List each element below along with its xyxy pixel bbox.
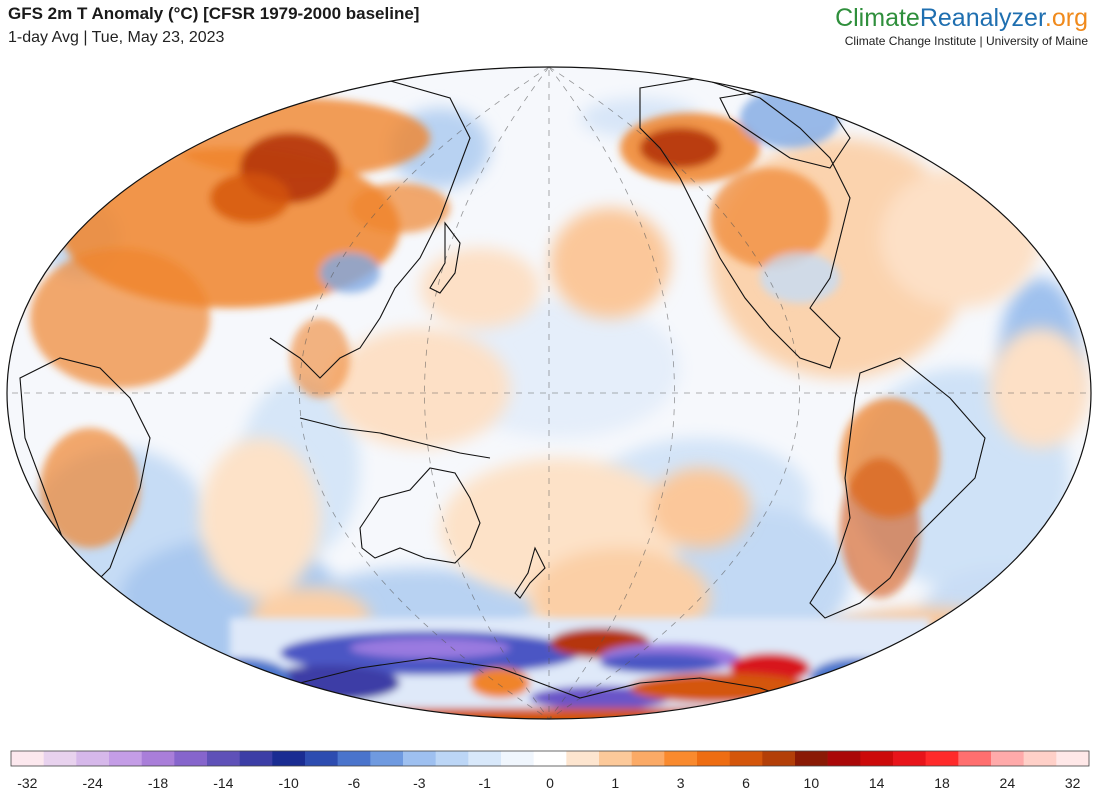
coast-new-zealand xyxy=(514,546,546,599)
colorbar-label: -1 xyxy=(478,775,491,791)
colorbar: -32 -24 -18 -14 -10 -6 -3 -1 0 1 3 6 10 14 18 24 32 xyxy=(10,750,1090,791)
colorbar-swatch xyxy=(11,751,44,766)
colorbar-swatches xyxy=(10,750,1090,767)
coast-asia-east xyxy=(269,77,471,379)
colorbar-swatch xyxy=(141,751,175,766)
colorbar-swatch xyxy=(795,751,828,766)
brand-name-part2: Reanalyzer xyxy=(919,4,1045,32)
colorbar-swatch xyxy=(566,751,600,766)
colorbar-swatch xyxy=(631,751,665,766)
colorbar-swatch xyxy=(925,751,959,766)
coast-africa xyxy=(19,357,151,589)
colorbar-label: 0 xyxy=(546,775,554,791)
colorbar-label: 18 xyxy=(934,775,950,791)
coast-indonesia xyxy=(299,417,491,459)
colorbar-swatch xyxy=(697,751,730,766)
map-title: GFS 2m T Anomaly (°C) [CFSR 1979-2000 ba… xyxy=(8,4,420,23)
coast-japan xyxy=(429,221,461,294)
colorbar-label: 24 xyxy=(1000,775,1016,791)
antarctic-anomalies xyxy=(190,618,930,719)
colorbar-swatch xyxy=(272,751,306,766)
world-anomaly-map xyxy=(6,66,1092,720)
colorbar-swatch xyxy=(1023,751,1057,766)
colorbar-swatch xyxy=(435,751,469,766)
colorbar-label: 14 xyxy=(869,775,885,791)
colorbar-swatch xyxy=(207,751,240,766)
colorbar-swatch xyxy=(76,751,110,766)
colorbar-label: 32 xyxy=(1065,775,1081,791)
colorbar-label: -14 xyxy=(213,775,233,791)
colorbar-swatch xyxy=(827,751,861,766)
meridian-e2 xyxy=(548,67,800,719)
brand-logo[interactable]: ClimateReanalyzer.org Climate Change Ins… xyxy=(835,4,1088,48)
colorbar-swatch xyxy=(958,751,992,766)
colorbar-label: -24 xyxy=(83,775,103,791)
brand-name-part3: .org xyxy=(1044,4,1088,32)
coast-north-america xyxy=(639,77,851,369)
brand-name-part1: Climate xyxy=(835,4,920,32)
colorbar-label: 3 xyxy=(677,775,685,791)
colorbar-swatch xyxy=(893,751,926,766)
coast-south-america xyxy=(809,357,986,619)
colorbar-swatch xyxy=(239,751,273,766)
colorbar-label: 1 xyxy=(611,775,619,791)
colorbar-label: -3 xyxy=(413,775,426,791)
meridian-w1 xyxy=(424,67,550,719)
colorbar-swatch xyxy=(174,751,208,766)
colorbar-swatch xyxy=(729,751,763,766)
colorbar-swatch xyxy=(337,751,371,766)
colorbar-swatch xyxy=(109,751,142,766)
colorbar-label: 10 xyxy=(804,775,820,791)
brand-subtitle: Climate Change Institute | University of… xyxy=(844,34,1088,48)
meridian-e1 xyxy=(548,67,675,719)
graticule xyxy=(7,67,1091,719)
coast-australia xyxy=(359,467,481,564)
colorbar-swatch xyxy=(1056,751,1090,766)
colorbar-border xyxy=(10,750,1090,767)
colorbar-swatch xyxy=(501,751,534,766)
brand-name: ClimateReanalyzer.org xyxy=(835,4,1088,32)
eurasia-warm xyxy=(30,98,450,548)
globe-outline xyxy=(6,66,1092,720)
colorbar-swatch xyxy=(43,751,77,766)
colorbar-swatch xyxy=(991,751,1024,766)
meridian-w2 xyxy=(299,67,550,719)
colorbar-swatch xyxy=(664,751,698,766)
colorbar-swatch xyxy=(599,751,632,766)
colorbar-swatch xyxy=(468,751,502,766)
colorbar-swatch xyxy=(762,751,796,766)
colorbar-labels: -32 -24 -18 -14 -10 -6 -3 -1 0 1 3 6 10 14 18 24 32 xyxy=(17,775,1080,791)
coastlines xyxy=(19,77,986,709)
colorbar-swatch xyxy=(860,751,894,766)
colorbar-label: -18 xyxy=(148,775,168,791)
anomaly-field xyxy=(7,67,1091,719)
colorbar-swatch xyxy=(403,751,436,766)
colorbar-label: 6 xyxy=(742,775,750,791)
colorbar-swatch xyxy=(305,751,338,766)
map-subtitle: 1-day Avg | Tue, May 23, 2023 xyxy=(8,29,225,46)
colorbar-swatch xyxy=(370,751,404,766)
colorbar-swatch xyxy=(533,751,567,766)
coast-antarctica xyxy=(239,657,821,709)
colorbar-label: -10 xyxy=(279,775,299,791)
colorbar-label: -32 xyxy=(17,775,37,791)
colorbar-label: -6 xyxy=(348,775,361,791)
